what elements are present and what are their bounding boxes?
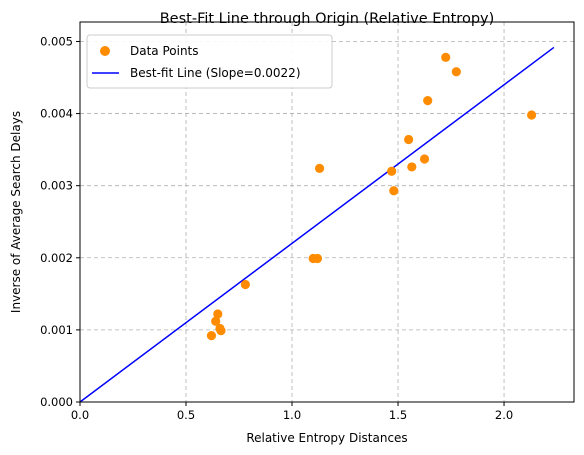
data-point (452, 67, 461, 76)
y-axis-label: Inverse of Average Search Delays (9, 111, 23, 313)
data-point (213, 309, 222, 318)
y-tick-label: 0.000 (40, 395, 73, 409)
data-point (387, 167, 396, 176)
data-point (420, 154, 429, 163)
data-point (241, 280, 250, 289)
y-tick-label: 0.004 (40, 107, 73, 121)
data-point (441, 53, 450, 62)
x-tick-label: 0.0 (71, 408, 89, 422)
data-point (315, 164, 324, 173)
data-point (423, 96, 432, 105)
data-points-layer (207, 53, 536, 341)
x-tick-label: 2.0 (495, 408, 513, 422)
x-tick-label: 1.0 (283, 408, 301, 422)
chart-title: Best-Fit Line through Origin (Relative E… (160, 11, 495, 27)
legend-scatter-marker (100, 46, 110, 56)
x-axis-label: Relative Entropy Distances (246, 431, 407, 445)
y-tick-label: 0.002 (40, 251, 73, 265)
y-axis-ticks: 0.000 0.001 0.002 0.003 0.004 0.005 (40, 34, 80, 409)
x-tick-label: 1.5 (389, 408, 407, 422)
legend: Data Points Best-fit Line (Slope=0.0022) (87, 35, 332, 88)
data-point (404, 135, 413, 144)
legend-label-data-points: Data Points (130, 44, 199, 58)
data-point (216, 326, 225, 335)
data-point (527, 110, 536, 119)
y-tick-label: 0.003 (40, 179, 73, 193)
legend-label-best-fit-line: Best-fit Line (Slope=0.0022) (130, 66, 301, 80)
data-point (389, 186, 398, 195)
data-point (313, 254, 322, 263)
data-point (207, 331, 216, 340)
best-fit-line (80, 47, 554, 402)
x-tick-label: 0.5 (177, 408, 195, 422)
data-point (407, 162, 416, 171)
y-tick-label: 0.001 (40, 323, 73, 337)
y-tick-label: 0.005 (40, 34, 73, 48)
best-fit-line-layer (80, 47, 554, 402)
x-axis-ticks: 0.0 0.5 1.0 1.5 2.0 (71, 402, 513, 422)
legend-box (87, 35, 332, 88)
